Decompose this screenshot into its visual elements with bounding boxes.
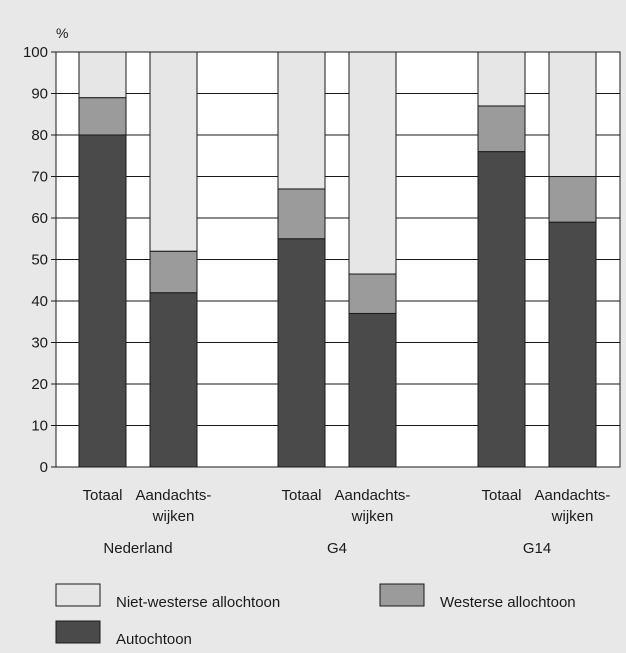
- bar-segment: [548, 221, 597, 468]
- legend-label: Niet-westerse allochtoon: [116, 594, 280, 611]
- bar-segment: [348, 273, 397, 314]
- bar-segment: [548, 51, 597, 177]
- bar-segment: [78, 134, 127, 468]
- legend-label: Autochtoon: [116, 631, 192, 648]
- y-tick-label: 80: [31, 127, 48, 144]
- y-tick-label: 0: [40, 459, 48, 476]
- legend-label: Westerse allochtoon: [440, 594, 576, 611]
- bar-segment: [277, 188, 326, 240]
- bar-segment: [477, 51, 526, 107]
- x-axis-labels: Totaal Aandachts-wijken Totaal Aandachts-wi…: [82, 487, 610, 557]
- bar-segment: [477, 151, 526, 468]
- group-label: Nederland: [103, 540, 172, 557]
- group-label: G14: [523, 540, 551, 557]
- bar-segment: [149, 250, 198, 294]
- bar-segment: [348, 312, 397, 468]
- bar-segment: [548, 176, 597, 223]
- legend-swatch: [379, 583, 425, 607]
- y-tick-label: 40: [31, 293, 48, 310]
- bar-segment: [78, 97, 127, 136]
- bar-segment: [78, 51, 127, 99]
- category-label: Totaal: [281, 487, 321, 504]
- category-label: Aandachts-: [136, 487, 212, 504]
- y-tick-label: 10: [31, 418, 48, 435]
- bar-segment: [149, 51, 198, 252]
- category-label: wijken: [351, 508, 394, 525]
- y-tick-label: 60: [31, 210, 48, 227]
- y-tick-label: 20: [31, 376, 48, 393]
- category-label: Aandachts-: [535, 487, 611, 504]
- y-axis-unit: %: [56, 25, 68, 41]
- y-tick-label: 90: [31, 86, 48, 103]
- category-label: Totaal: [481, 487, 521, 504]
- bar-segment: [348, 51, 397, 275]
- bars: [78, 51, 597, 468]
- legend-swatch: [55, 620, 101, 644]
- y-tick-label: 30: [31, 335, 48, 352]
- bar-segment: [277, 238, 326, 468]
- category-label: wijken: [551, 508, 594, 525]
- bar-segment: [477, 105, 526, 153]
- category-label: Aandachts-: [335, 487, 411, 504]
- legend: Niet-westerse allochtoon Westerse allocht…: [55, 583, 576, 648]
- bar-segment: [149, 292, 198, 468]
- group-label: G4: [327, 540, 347, 557]
- category-label: Totaal: [82, 487, 122, 504]
- category-label: wijken: [152, 508, 195, 525]
- y-tick-label: 50: [31, 252, 48, 269]
- legend-swatch: [55, 583, 101, 607]
- bar-segment: [277, 51, 326, 190]
- y-tick-label: 100: [23, 44, 48, 61]
- y-axis: 0 10 20 30 40 50 60 70 80 90 100: [23, 44, 56, 476]
- y-tick-label: 70: [31, 169, 48, 186]
